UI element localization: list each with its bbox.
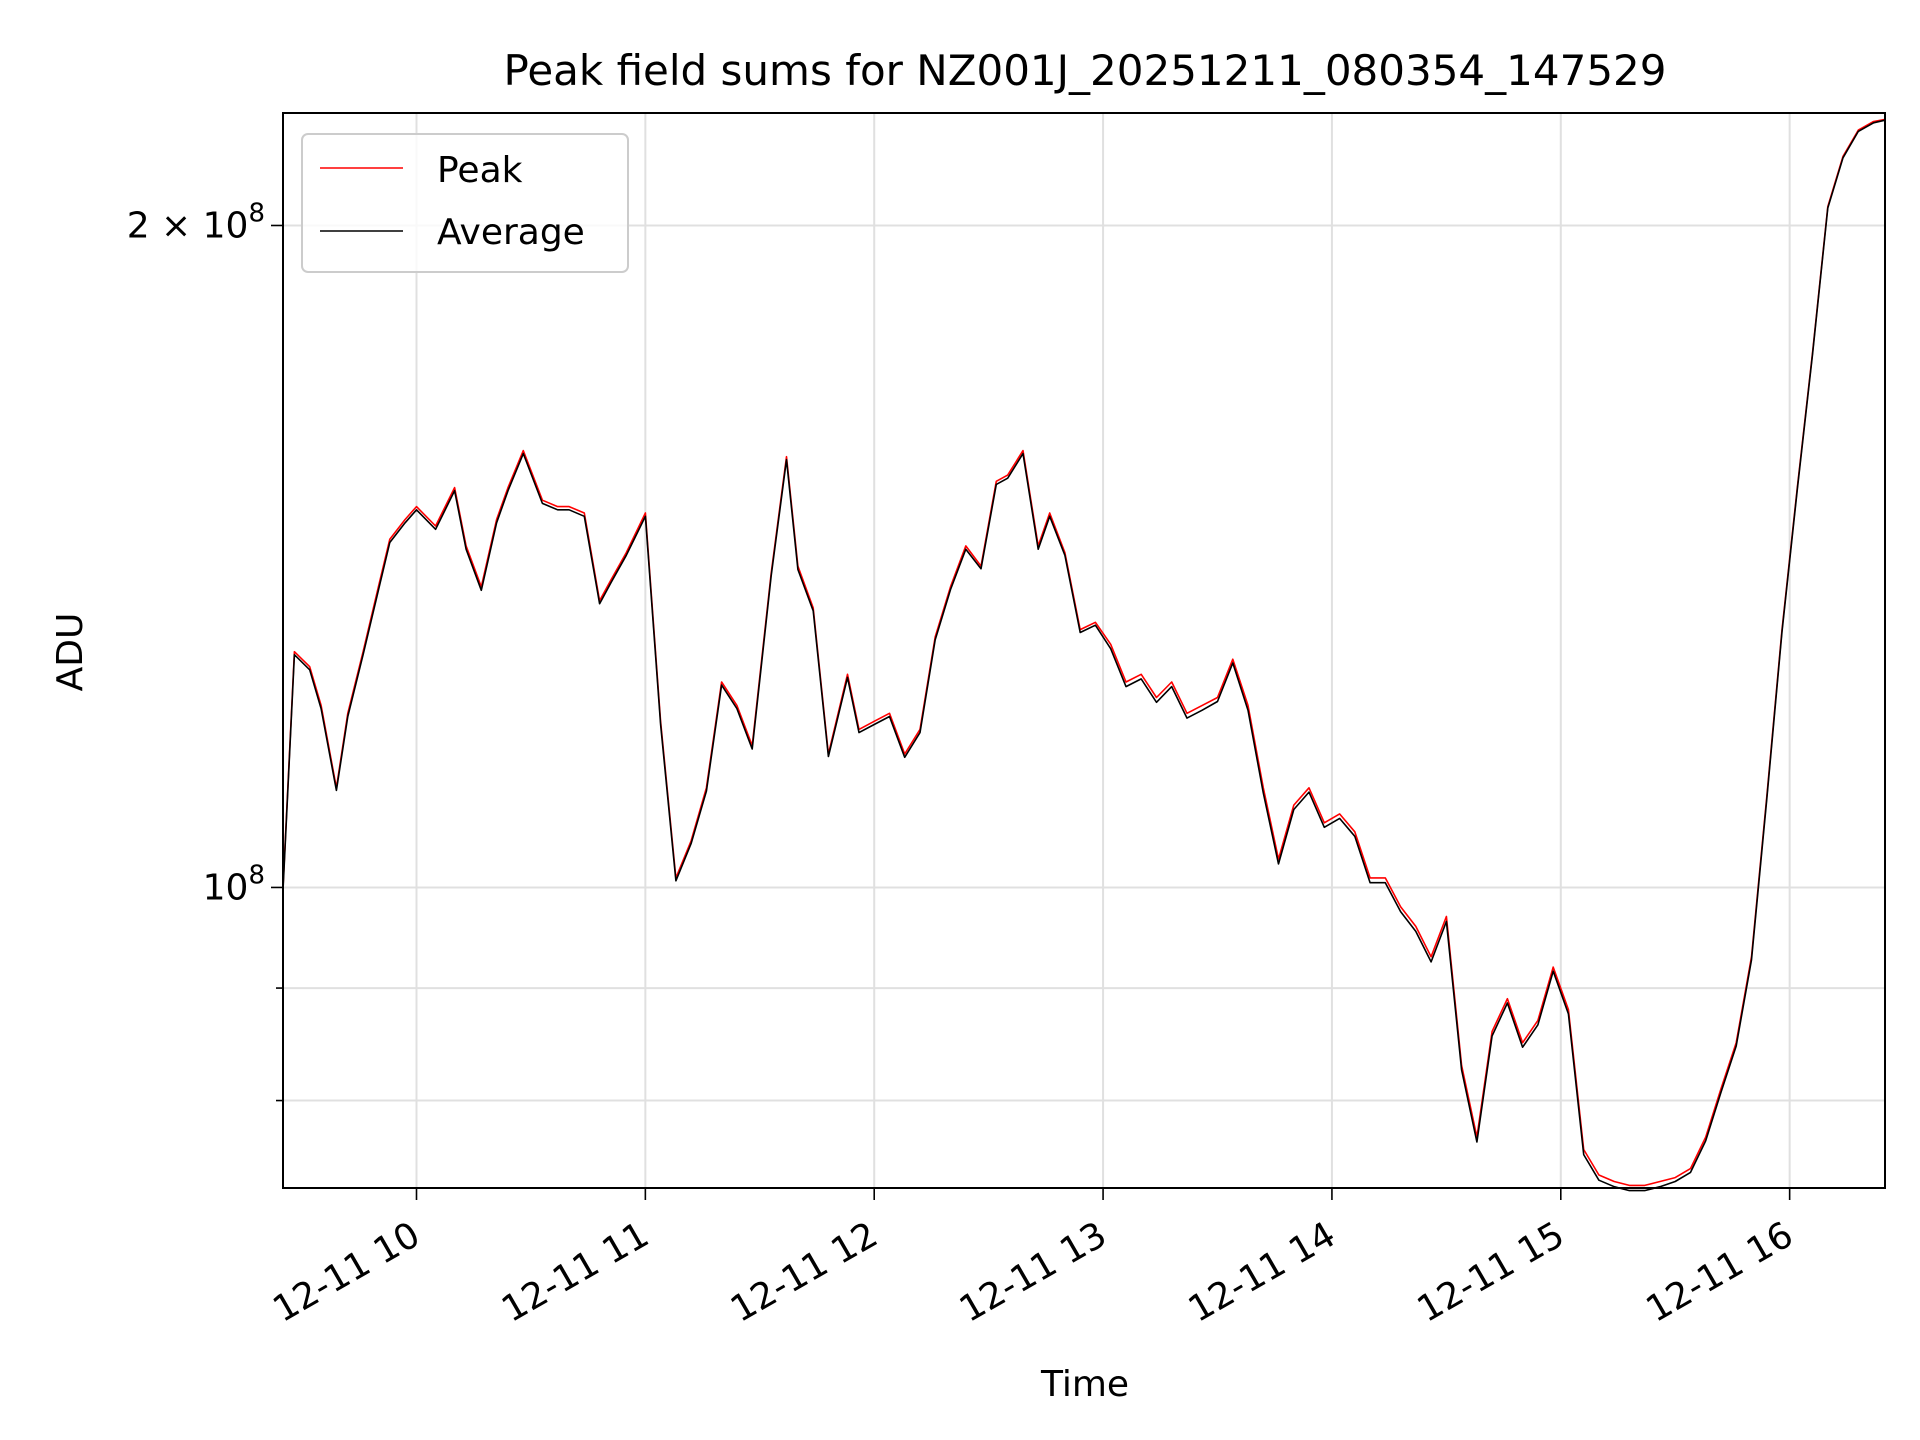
x-tick-label: 12-11 12 bbox=[724, 1214, 885, 1330]
plot-area bbox=[282, 118, 1886, 1192]
series-line-peak bbox=[282, 118, 1886, 1187]
legend: Peak Average bbox=[301, 133, 629, 273]
x-tick-label: 12-11 16 bbox=[1639, 1214, 1800, 1330]
x-tick-label: 12-11 10 bbox=[266, 1214, 427, 1330]
chart-title: Peak field sums for NZ001J_20251211_0803… bbox=[504, 46, 1667, 95]
legend-label-average: Average bbox=[437, 212, 585, 253]
grid bbox=[283, 113, 1885, 1188]
x-tick-label: 12-11 15 bbox=[1411, 1214, 1572, 1330]
y-axis-label: ADU bbox=[50, 613, 91, 692]
y-tick-label: 108 bbox=[203, 860, 265, 908]
legend-label-peak: Peak bbox=[437, 150, 523, 191]
y-axis: 108 2 × 108 bbox=[127, 198, 283, 1102]
y-tick-label: 2 × 108 bbox=[127, 198, 265, 246]
x-axis-label: Time bbox=[1040, 1364, 1129, 1405]
series-line-average bbox=[282, 119, 1886, 1192]
x-tick-label: 12-11 13 bbox=[953, 1214, 1114, 1330]
x-tick-label: 12-11 14 bbox=[1182, 1214, 1343, 1330]
axes-frame bbox=[282, 112, 1886, 1189]
x-tick-label: 12-11 11 bbox=[495, 1214, 656, 1330]
x-axis: 12-11 10 12-11 11 12-11 12 12-11 13 12-11 14… bbox=[266, 1188, 1800, 1331]
